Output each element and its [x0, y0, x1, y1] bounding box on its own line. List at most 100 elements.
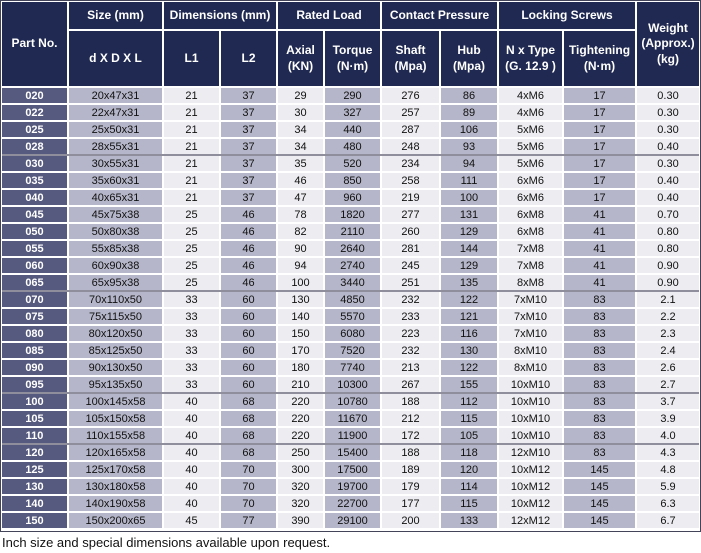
cell-shaft_mpa: 200	[382, 513, 439, 528]
cell-n_x_type: 6xM8	[499, 224, 562, 239]
cell-l1: 25	[164, 275, 219, 290]
col-header-dxdxl: d X D X L	[69, 31, 162, 86]
table-header: Part No. Size (mm) d X D X L Dimensions …	[2, 2, 699, 86]
cell-hub_mpa: 100	[441, 190, 497, 205]
cell-part_no: 130	[2, 479, 67, 494]
cell-torque_nm: 11900	[325, 428, 380, 443]
cell-shaft_mpa: 212	[382, 411, 439, 426]
cell-tightening_nm: 17	[564, 122, 635, 137]
table-body: 020 20x47x31 21 37 29 290 276 86 4xM6 17 0.30 022 22…	[2, 88, 699, 528]
cell-tightening_nm: 41	[564, 258, 635, 273]
cell-l2: 77	[221, 513, 276, 528]
cell-l2: 60	[221, 326, 276, 341]
cell-hub_mpa: 114	[441, 479, 497, 494]
cell-tightening_nm: 83	[564, 326, 635, 341]
cell-part_no: 095	[2, 377, 67, 392]
cell-torque_nm: 10780	[325, 394, 380, 409]
cell-weight_kg: 2.6	[637, 360, 699, 375]
cell-torque_nm: 850	[325, 173, 380, 188]
cell-shaft_mpa: 277	[382, 207, 439, 222]
cell-n_x_type: 10xM10	[499, 377, 562, 392]
cell-l2: 37	[221, 156, 276, 171]
cell-part_no: 065	[2, 275, 67, 290]
cell-l1: 40	[164, 428, 219, 443]
cell-l1: 25	[164, 207, 219, 222]
cell-n_x_type: 10xM12	[499, 496, 562, 511]
cell-size: 80x120x50	[69, 326, 162, 341]
cell-l1: 40	[164, 445, 219, 460]
cell-axial_kn: 150	[278, 326, 323, 341]
cell-tightening_nm: 83	[564, 343, 635, 358]
cell-l1: 33	[164, 343, 219, 358]
table-row: 028 28x55x31 21 37 34 480 248 93 5xM6 17 0.40	[2, 139, 699, 154]
cell-n_x_type: 5xM6	[499, 122, 562, 137]
cell-size: 85x125x50	[69, 343, 162, 358]
cell-hub_mpa: 129	[441, 224, 497, 239]
col-header-l2: L2	[221, 31, 276, 86]
cell-size: 70x110x50	[69, 292, 162, 307]
table-row: 030 30x55x31 21 37 35 520 234 94 5xM6 17 0.30	[2, 156, 699, 171]
cell-tightening_nm: 83	[564, 377, 635, 392]
cell-axial_kn: 250	[278, 445, 323, 460]
cell-weight_kg: 0.30	[637, 88, 699, 103]
table-row: 100 100x145x58 40 68 220 10780 188 112 10xM10 83 3…	[2, 394, 699, 409]
cell-l2: 46	[221, 224, 276, 239]
cell-size: 40x65x31	[69, 190, 162, 205]
cell-tightening_nm: 83	[564, 360, 635, 375]
cell-n_x_type: 12xM12	[499, 513, 562, 528]
cell-hub_mpa: 116	[441, 326, 497, 341]
col-header-torque: Torque (N·m)	[325, 31, 380, 86]
cell-size: 30x55x31	[69, 156, 162, 171]
col-header-tightening: Tightening (N·m)	[564, 31, 635, 86]
cell-shaft_mpa: 189	[382, 462, 439, 477]
cell-n_x_type: 7xM8	[499, 258, 562, 273]
cell-part_no: 100	[2, 394, 67, 409]
table-row: 050 50x80x38 25 46 82 2110 260 129 6xM8 41 0.80	[2, 224, 699, 239]
cell-weight_kg: 2.2	[637, 309, 699, 324]
cell-torque_nm: 15400	[325, 445, 380, 460]
cell-tightening_nm: 17	[564, 88, 635, 103]
cell-hub_mpa: 86	[441, 88, 497, 103]
cell-shaft_mpa: 234	[382, 156, 439, 171]
cell-weight_kg: 0.40	[637, 190, 699, 205]
cell-n_x_type: 12xM10	[499, 445, 562, 460]
cell-torque_nm: 29100	[325, 513, 380, 528]
cell-size: 65x95x38	[69, 275, 162, 290]
cell-tightening_nm: 83	[564, 292, 635, 307]
cell-torque_nm: 2740	[325, 258, 380, 273]
cell-l2: 46	[221, 207, 276, 222]
cell-n_x_type: 8xM10	[499, 360, 562, 375]
cell-hub_mpa: 131	[441, 207, 497, 222]
cell-n_x_type: 4xM6	[499, 88, 562, 103]
table-row: 140 140x190x58 40 70 320 22700 177 115 10xM12 145…	[2, 496, 699, 511]
cell-shaft_mpa: 223	[382, 326, 439, 341]
cell-l1: 33	[164, 326, 219, 341]
cell-weight_kg: 0.30	[637, 105, 699, 120]
table-row: 075 75x115x50 33 60 140 5570 233 121 7xM10 83 2.2	[2, 309, 699, 324]
col-group-rated-load: Rated Load	[278, 2, 380, 29]
cell-axial_kn: 90	[278, 241, 323, 256]
cell-torque_nm: 3440	[325, 275, 380, 290]
cell-axial_kn: 46	[278, 173, 323, 188]
cell-torque_nm: 480	[325, 139, 380, 154]
cell-l2: 60	[221, 343, 276, 358]
cell-axial_kn: 140	[278, 309, 323, 324]
cell-n_x_type: 10xM12	[499, 479, 562, 494]
cell-torque_nm: 10300	[325, 377, 380, 392]
cell-torque_nm: 2110	[325, 224, 380, 239]
cell-size: 60x90x38	[69, 258, 162, 273]
cell-axial_kn: 210	[278, 377, 323, 392]
cell-part_no: 028	[2, 139, 67, 154]
cell-hub_mpa: 133	[441, 513, 497, 528]
cell-l1: 21	[164, 139, 219, 154]
cell-shaft_mpa: 213	[382, 360, 439, 375]
cell-l2: 46	[221, 241, 276, 256]
cell-hub_mpa: 120	[441, 462, 497, 477]
cell-weight_kg: 3.7	[637, 394, 699, 409]
cell-axial_kn: 170	[278, 343, 323, 358]
cell-l1: 21	[164, 122, 219, 137]
col-group-size: Size (mm)	[69, 2, 162, 29]
cell-shaft_mpa: 251	[382, 275, 439, 290]
cell-n_x_type: 10xM10	[499, 411, 562, 426]
cell-hub_mpa: 111	[441, 173, 497, 188]
